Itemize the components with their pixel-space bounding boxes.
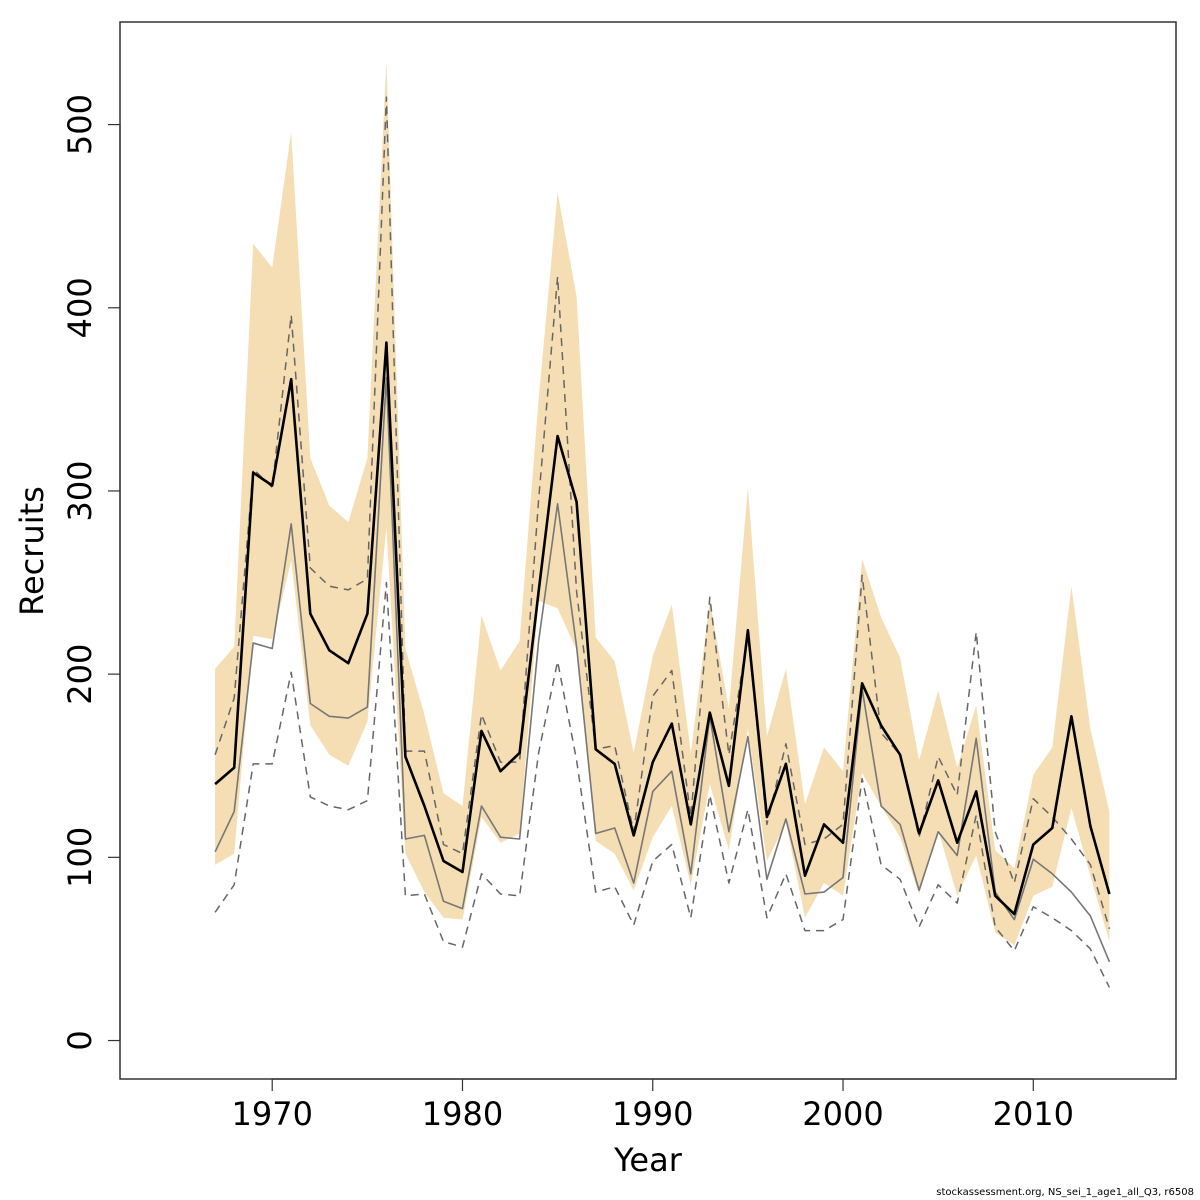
confidence-band [215, 60, 1110, 946]
series-line-dashed-lower [214, 581, 1111, 988]
x-tick-label: 1970 [231, 1095, 312, 1133]
source-footer: stockassessment.org, NS_sei_1_age1_all_Q… [936, 1187, 1194, 1198]
y-tick-label: 500 [61, 94, 99, 155]
y-axis-title: Recruits [13, 486, 51, 616]
y-tick-label: 200 [61, 644, 99, 705]
x-tick-label: 2010 [993, 1095, 1074, 1133]
y-axis: 0 100 200 300 400 500 [61, 94, 121, 1051]
y-tick-label: 100 [61, 827, 99, 888]
series-line-dashed-upper [214, 96, 1111, 930]
x-tick-label: 1980 [422, 1095, 503, 1133]
x-axis-title: Year [613, 1141, 683, 1179]
x-tick-label: 2000 [802, 1095, 883, 1133]
y-tick-label: 0 [61, 1030, 99, 1050]
y-tick-label: 300 [61, 460, 99, 521]
x-axis: 1970 1980 1990 2000 2010 [231, 1078, 1074, 1133]
y-tick-label: 400 [61, 277, 99, 338]
x-tick-label: 1990 [612, 1095, 693, 1133]
series-line-estimate [214, 341, 1111, 916]
